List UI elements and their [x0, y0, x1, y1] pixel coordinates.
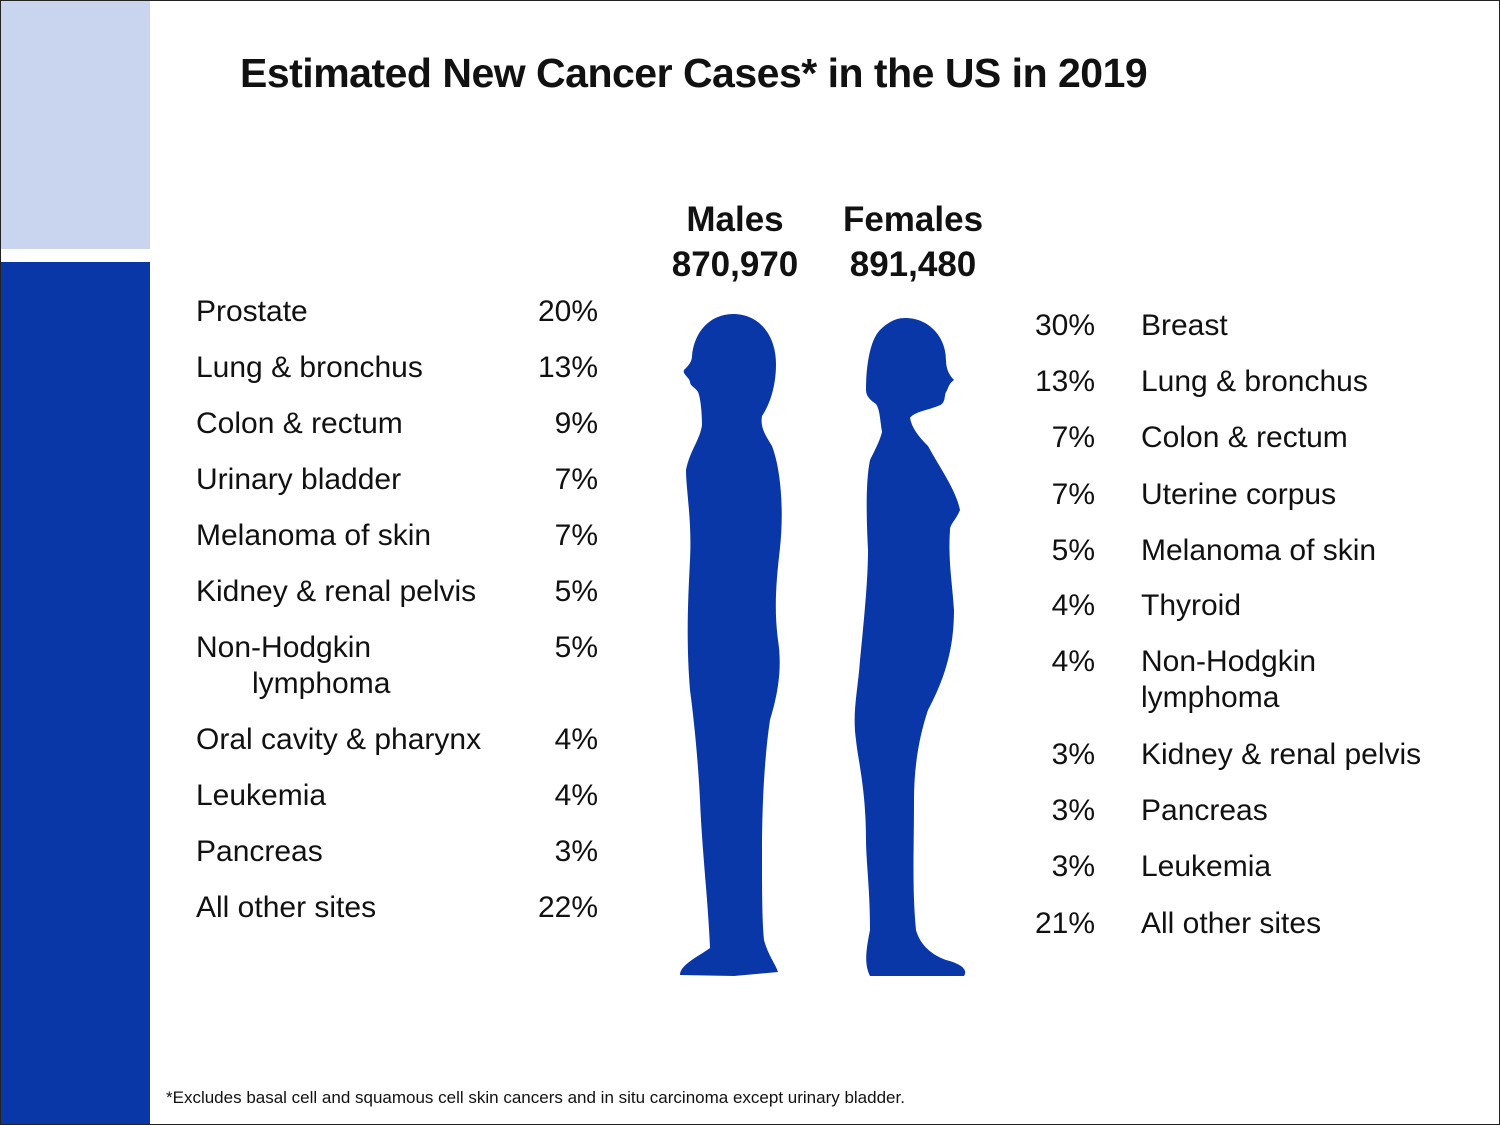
side-bar-light [1, 1, 150, 249]
male-site-label: Oral cavity & pharynx [196, 723, 482, 756]
male-site-pct: 7% [554, 463, 598, 496]
female-site-pct: 13% [1034, 365, 1095, 398]
males-total: 870,970 [671, 245, 799, 284]
male-site-label: Urinary bladder [196, 463, 402, 496]
male-site-label: Pancreas [196, 835, 323, 868]
female-site-label: Breast [1141, 309, 1228, 342]
female-site-label: Leukemia [1141, 850, 1272, 883]
male-site-label: Prostate [196, 295, 308, 328]
male-site-pct: 5% [554, 631, 598, 664]
female-site-pct: 7% [1051, 421, 1095, 454]
male-site-pct: 4% [554, 723, 598, 756]
female-site-label: Melanoma of skin [1141, 534, 1377, 567]
female-site-pct: 7% [1051, 478, 1095, 511]
male-site-label: Melanoma of skin [196, 519, 432, 552]
female-site-pct: 30% [1034, 309, 1095, 342]
female-site-label: Lung & bronchus [1141, 365, 1368, 398]
male-site-pct: 20% [537, 295, 598, 328]
male-site-pct: 3% [554, 835, 598, 868]
female-site-label: Uterine corpus [1141, 478, 1337, 511]
male-site-label-cont: lymphoma [252, 667, 391, 700]
male-site-label-multiline: Non-Hodgkin lymphoma [196, 630, 390, 702]
female-site-pct: 5% [1051, 534, 1095, 567]
male-site-label: All other sites [196, 891, 377, 924]
female-site-pct: 3% [1051, 794, 1095, 827]
male-silhouette [680, 314, 782, 976]
female-site-pct: 21% [1034, 907, 1095, 940]
females-heading: Females [842, 200, 984, 239]
male-site-pct: 13% [537, 351, 598, 384]
female-site-pct: 4% [1051, 645, 1095, 678]
side-bar-dark [1, 262, 150, 1124]
male-site-label: Colon & rectum [196, 407, 403, 440]
female-site-label-cont: lymphoma [1141, 681, 1280, 714]
male-site-pct: 9% [554, 407, 598, 440]
males-heading: Males [686, 200, 784, 239]
female-silhouette [854, 318, 966, 976]
male-site-pct: 5% [554, 575, 598, 608]
slide-title: Estimated New Cancer Cases* in the US in… [240, 50, 1148, 96]
female-site-label: Pancreas [1141, 794, 1268, 827]
males-header: Males 870,970 [650, 197, 820, 287]
male-site-pct: 7% [554, 519, 598, 552]
female-site-pct: 3% [1051, 850, 1095, 883]
female-site-pct: 4% [1051, 589, 1095, 622]
footnote: *Excludes basal cell and squamous cell s… [166, 1088, 905, 1107]
male-site-label: Lung & bronchus [196, 351, 423, 384]
female-site-pct: 3% [1051, 738, 1095, 771]
male-site-label: Kidney & renal pelvis [196, 575, 477, 608]
male-site-label: Leukemia [196, 779, 327, 812]
female-site-label: All other sites [1141, 907, 1322, 940]
male-site-pct: 4% [554, 779, 598, 812]
female-site-label: Non-Hodgkin [1141, 645, 1317, 678]
male-site-pct: 22% [537, 891, 598, 924]
females-header: Females 891,480 [828, 197, 998, 287]
females-total: 891,480 [849, 245, 977, 284]
female-site-label-multiline: Non-Hodgkin lymphoma [1141, 644, 1316, 716]
female-site-label: Colon & rectum [1141, 421, 1348, 454]
female-site-label: Kidney & renal pelvis [1141, 738, 1422, 771]
male-site-label: Non-Hodgkin [196, 631, 372, 664]
female-site-label: Thyroid [1141, 589, 1242, 622]
